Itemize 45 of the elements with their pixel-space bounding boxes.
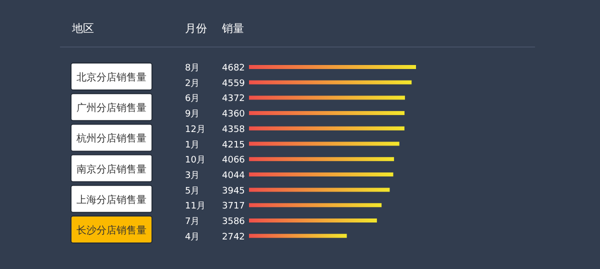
data-label: 4358	[222, 124, 246, 135]
text: 地区	[71, 22, 94, 35]
x-axis-title: 销量	[221, 22, 244, 35]
data-label: 3717	[222, 202, 245, 212]
data-label: 4360	[222, 110, 246, 120]
category-label: 上海分店销售量	[76, 194, 146, 206]
y-tick-label: 2月	[185, 78, 200, 89]
category-label: 杭州分店销售量	[76, 132, 146, 145]
y-tick-label: 12月	[185, 124, 206, 135]
y-tick-label: 4月	[185, 232, 200, 242]
bar	[249, 157, 394, 162]
category-label: 广州分店销售量	[76, 102, 146, 114]
y-axis-title: 月份	[185, 22, 207, 35]
y-tick-label: 10月	[185, 156, 206, 166]
y-tick-label: 11月	[185, 202, 206, 212]
bar	[249, 65, 416, 69]
category-label: 北京分店销售量	[76, 72, 146, 84]
y-tick-label: 3月	[185, 170, 200, 181]
bar	[249, 80, 412, 84]
data-label: 4682	[222, 64, 245, 74]
data-label: 4215	[222, 140, 245, 150]
bar	[249, 234, 347, 238]
bar	[249, 111, 405, 116]
data-label: 4066	[222, 156, 246, 166]
data-label: 4559	[222, 78, 246, 89]
bar	[249, 203, 382, 208]
data-label: 4044	[222, 170, 246, 181]
data-label: 4372	[222, 94, 245, 104]
bar	[249, 188, 390, 192]
data-label: 2742	[222, 232, 245, 242]
y-tick-label: 1月	[185, 140, 200, 150]
y-tick-label: 9月	[185, 110, 200, 120]
category-label: 南京分店销售量	[76, 163, 146, 176]
bar	[249, 126, 404, 130]
bar	[249, 218, 377, 222]
y-tick-label: 6月	[185, 94, 200, 104]
data-label: 3945	[222, 186, 245, 196]
bar	[249, 142, 400, 146]
bar	[249, 172, 394, 176]
y-tick-label: 8月	[185, 64, 200, 74]
category-label: 长沙分店销售量	[76, 224, 146, 236]
y-tick-label: 5月	[185, 186, 200, 196]
bar	[249, 96, 405, 100]
data-label: 3586	[222, 217, 246, 227]
y-tick-label: 7月	[185, 217, 200, 227]
